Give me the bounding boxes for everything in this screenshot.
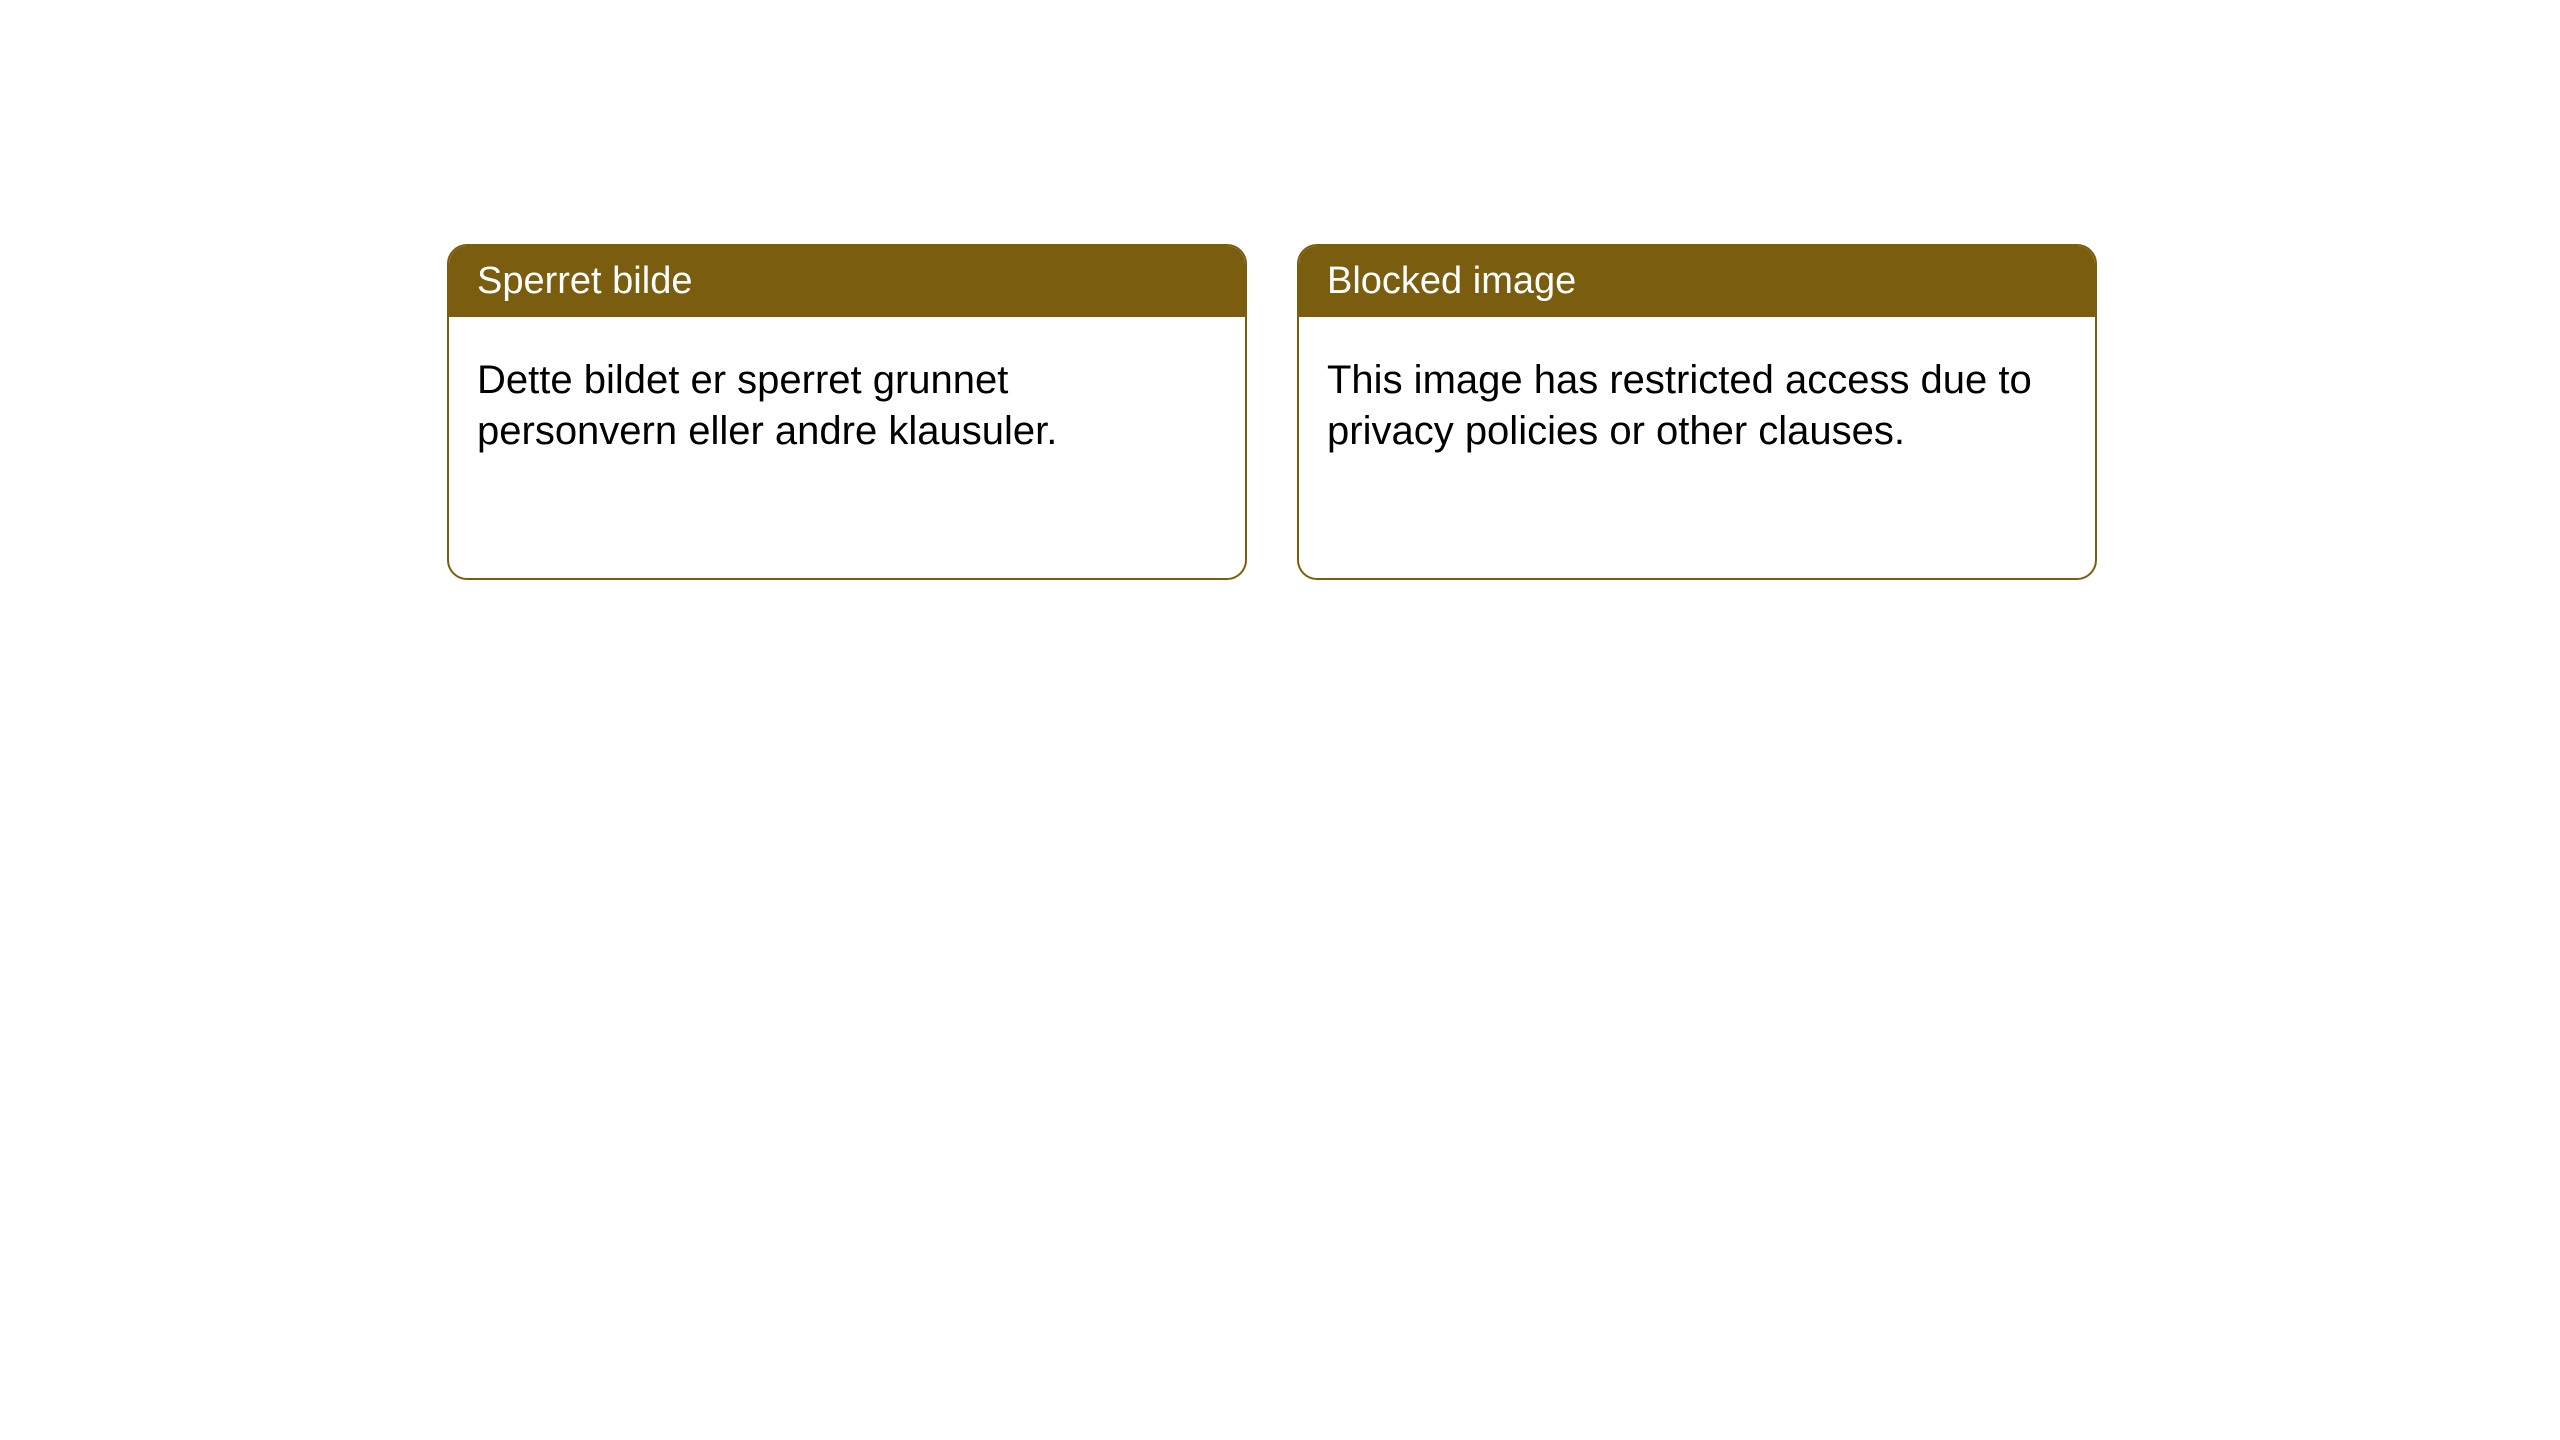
notice-message: This image has restricted access due to … [1327, 358, 2032, 453]
notice-header: Sperret bilde [449, 246, 1245, 317]
notice-body: This image has restricted access due to … [1299, 317, 2095, 495]
notice-title: Blocked image [1327, 260, 1576, 302]
notice-card-norwegian: Sperret bilde Dette bildet er sperret gr… [447, 244, 1247, 580]
notice-message: Dette bildet er sperret grunnet personve… [477, 358, 1057, 453]
notice-header: Blocked image [1299, 246, 2095, 317]
notice-card-english: Blocked image This image has restricted … [1297, 244, 2097, 580]
notice-container: Sperret bilde Dette bildet er sperret gr… [447, 244, 2097, 580]
notice-title: Sperret bilde [477, 260, 692, 302]
notice-body: Dette bildet er sperret grunnet personve… [449, 317, 1245, 495]
